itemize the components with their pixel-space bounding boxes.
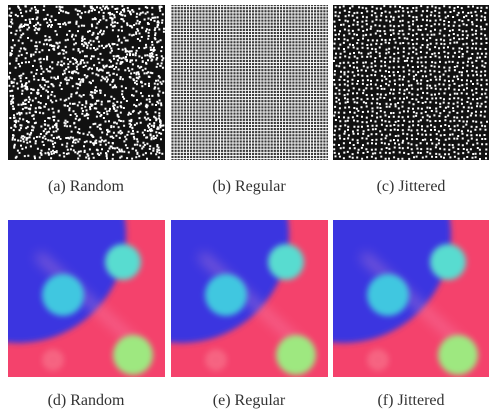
caption: (c) Jittered — [377, 178, 446, 195]
caption: (b) Regular — [212, 178, 286, 195]
caption: (f) Jittered — [377, 392, 444, 409]
regular-pattern — [171, 5, 328, 160]
caption: (a) Random — [48, 178, 125, 195]
sample-patterns — [8, 5, 489, 160]
render-random — [0, 127, 165, 377]
jittered-samples — [333, 5, 488, 160]
caption: (d) Random — [48, 392, 125, 409]
random-samples — [8, 5, 165, 160]
caption: (e) Regular — [213, 392, 286, 409]
jittered-pattern — [333, 5, 489, 160]
